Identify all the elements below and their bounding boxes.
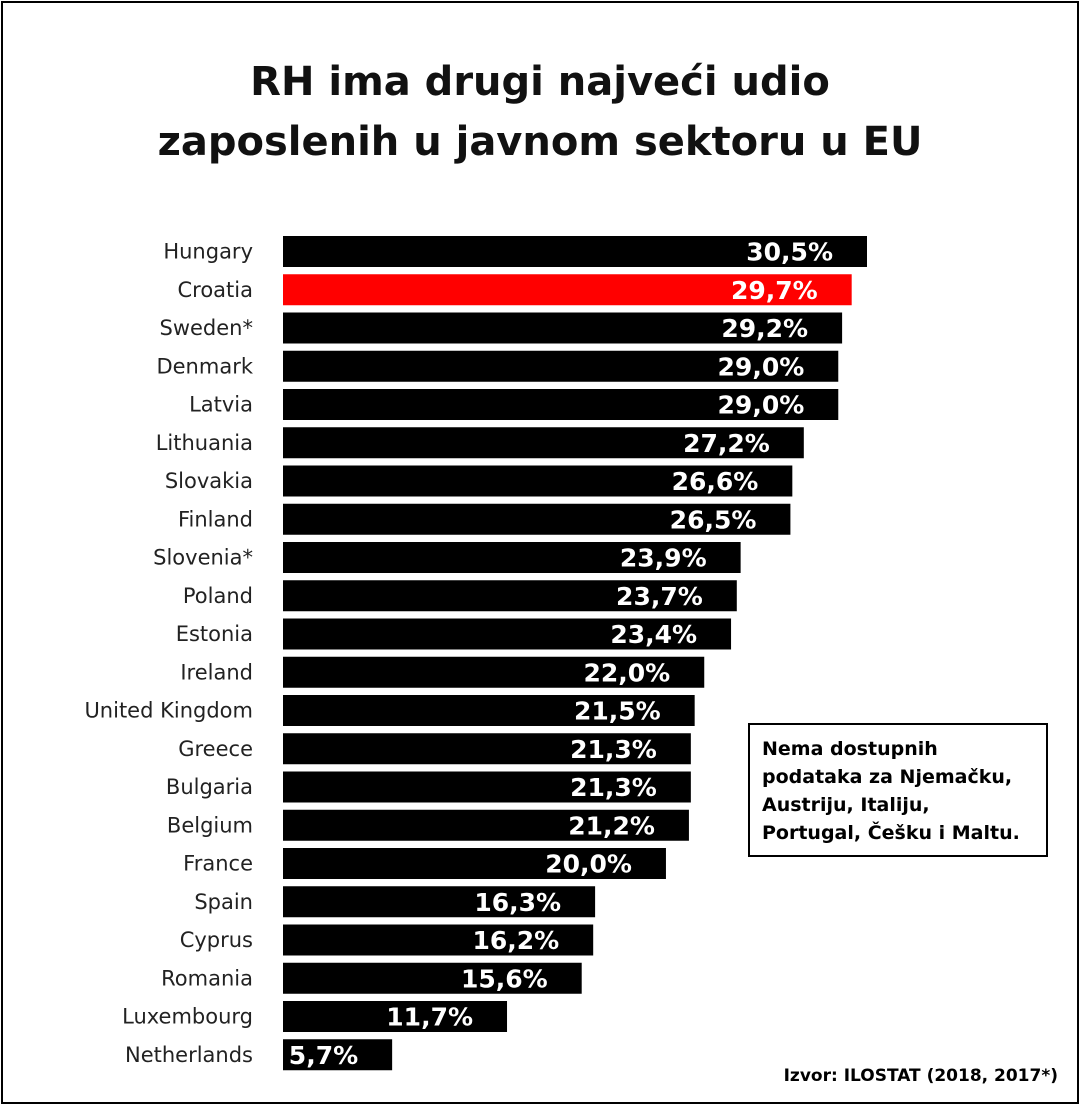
bar <box>283 542 741 573</box>
bar-value-label: 26,6% <box>672 467 759 496</box>
category-label: Ireland <box>180 660 253 684</box>
chart-title: RH ima drugi najveći udio zaposlenih u j… <box>0 52 1080 172</box>
bar-value-label: 22,0% <box>584 658 671 687</box>
category-label: Belgium <box>167 813 253 837</box>
bar <box>283 350 839 382</box>
bar <box>283 695 695 726</box>
bar <box>283 503 791 535</box>
bar-value-label: 26,5% <box>670 505 757 534</box>
bar-value-label: 20,0% <box>545 850 632 879</box>
bar-value-label: 29,2% <box>721 314 808 343</box>
category-label: Croatia <box>178 278 254 302</box>
category-label: Bulgaria <box>166 775 253 799</box>
bar-value-label: 29,0% <box>718 391 805 420</box>
bar-value-label: 5,7% <box>289 1041 358 1070</box>
bar <box>283 924 594 956</box>
bar <box>283 962 582 994</box>
missing-data-note: Nema dostupnih podataka za Njemačku, Aus… <box>748 723 1048 857</box>
bar-value-label: 21,3% <box>570 773 657 802</box>
category-label: Cyprus <box>180 928 253 952</box>
bar <box>283 312 843 344</box>
bar <box>283 848 666 879</box>
bar-value-label: 23,4% <box>610 620 697 649</box>
category-label: Romania <box>161 966 253 990</box>
category-label: Lithuania <box>156 431 253 455</box>
bar-value-label: 30,5% <box>746 238 833 267</box>
bar-value-label: 16,3% <box>474 888 561 917</box>
category-label: Netherlands <box>125 1043 253 1067</box>
bar-value-label: 29,0% <box>718 352 805 381</box>
bar-value-label: 21,3% <box>570 735 657 764</box>
bar-value-label: 21,2% <box>568 811 655 840</box>
bar <box>283 389 839 420</box>
bar-value-label: 27,2% <box>683 429 770 458</box>
category-label: Luxembourg <box>122 1005 253 1029</box>
bar <box>283 1039 393 1071</box>
category-label: Finland <box>178 507 253 531</box>
bar-value-label: 11,7% <box>386 1003 473 1032</box>
bar <box>283 618 732 650</box>
bar-value-label: 23,9% <box>620 544 707 573</box>
bar-value-label: 21,5% <box>574 697 661 726</box>
bar-value-label: 15,6% <box>461 964 548 993</box>
category-label: Poland <box>183 584 253 608</box>
category-label: Spain <box>194 890 253 914</box>
category-label: Denmark <box>156 354 253 378</box>
category-label: Estonia <box>176 622 253 646</box>
source-citation: Izvor: ILOSTAT (2018, 2017*) <box>783 1066 1058 1086</box>
bar-value-label: 23,7% <box>616 582 703 611</box>
category-label: Hungary <box>163 240 253 264</box>
bar <box>283 1001 508 1032</box>
bar <box>283 465 793 497</box>
bar-value-label: 16,2% <box>472 926 559 955</box>
bar-value-label: 29,7% <box>731 276 818 305</box>
category-label: France <box>183 852 253 876</box>
bar <box>283 771 691 803</box>
category-label: Sweden* <box>160 316 254 340</box>
bar-highlighted <box>283 274 852 306</box>
bar <box>283 580 737 612</box>
bar <box>283 809 689 841</box>
category-label: Slovakia <box>165 469 253 493</box>
bar <box>283 886 596 918</box>
category-label: Latvia <box>189 393 253 417</box>
category-label: Slovenia* <box>153 546 253 570</box>
chart-title-line-2: zaposlenih u javnom sektoru u EU <box>157 119 923 165</box>
bar <box>283 427 804 459</box>
chart-title-line-1: RH ima drugi najveći udio <box>250 59 830 105</box>
bar <box>283 733 691 765</box>
category-label: Greece <box>178 737 253 761</box>
bar <box>283 656 705 688</box>
category-label: United Kingdom <box>84 699 253 723</box>
bar <box>283 236 867 267</box>
